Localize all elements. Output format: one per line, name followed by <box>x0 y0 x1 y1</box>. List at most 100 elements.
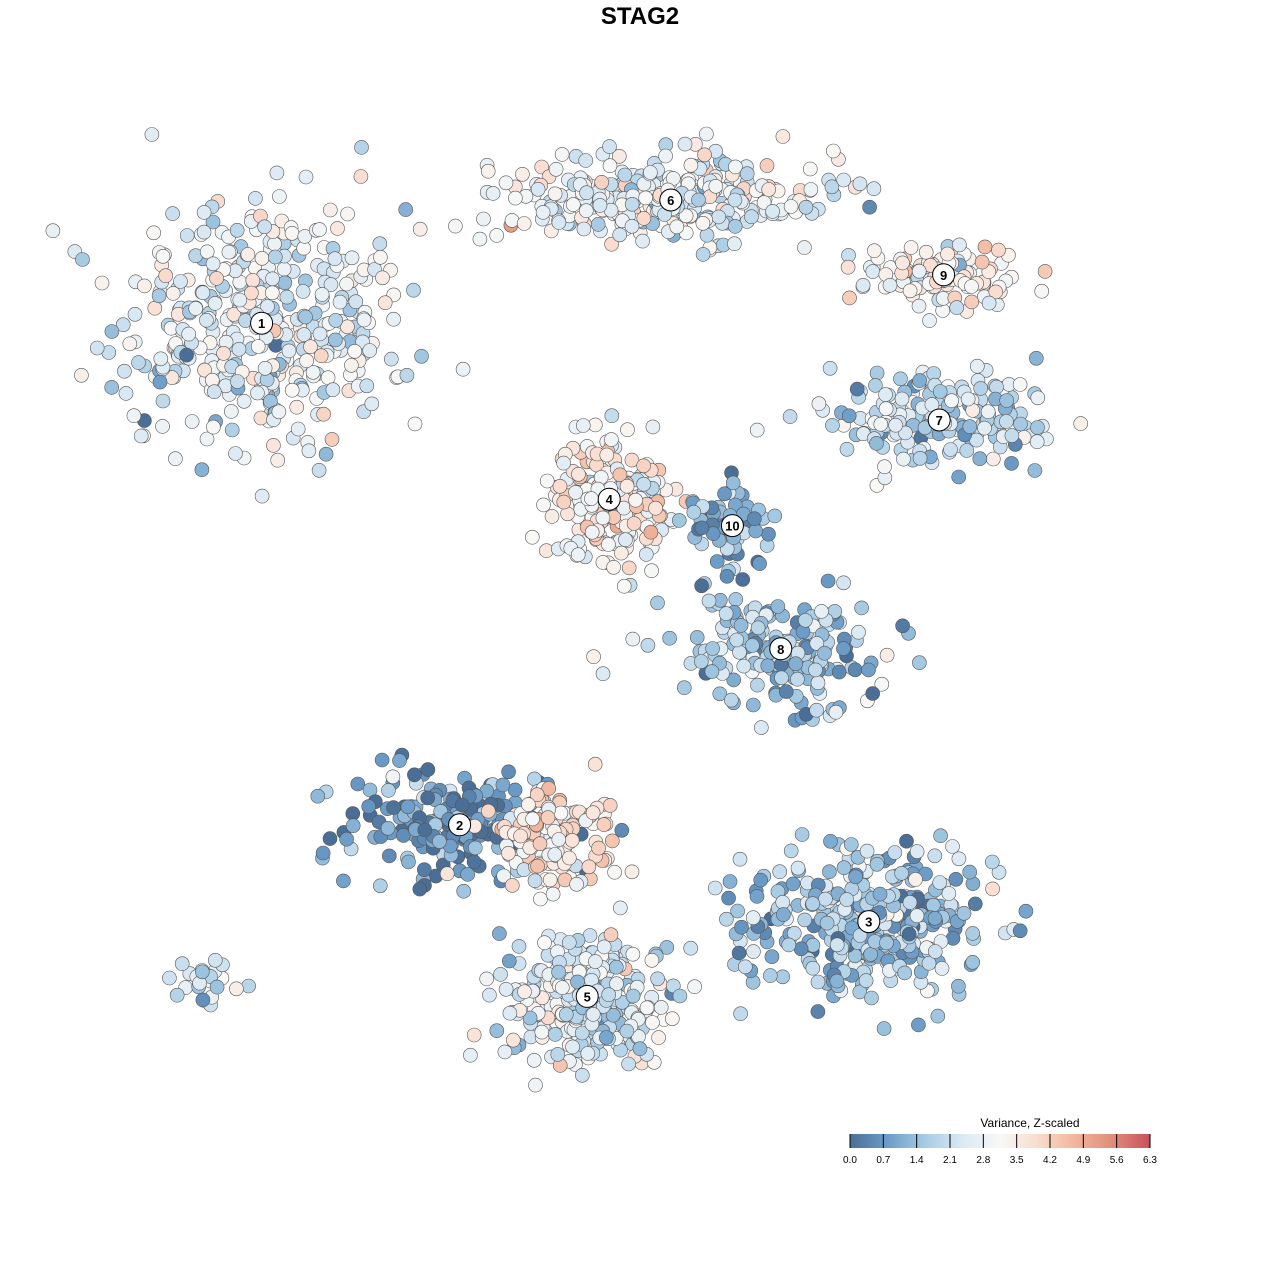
data-point <box>956 905 972 921</box>
data-point <box>625 946 641 962</box>
data-point <box>991 864 1007 880</box>
data-point <box>236 393 252 409</box>
data-point <box>612 900 628 916</box>
data-point <box>552 478 568 494</box>
data-point <box>894 391 910 407</box>
data-point <box>604 432 619 447</box>
data-point <box>869 436 884 451</box>
data-point <box>781 937 797 953</box>
data-point <box>561 850 577 866</box>
data-point <box>245 273 261 288</box>
data-point <box>492 926 507 941</box>
cluster-label-badge <box>932 263 956 287</box>
data-point <box>398 202 414 217</box>
cluster-label-text: 3 <box>865 915 872 930</box>
data-point <box>146 225 161 241</box>
data-point <box>624 864 640 880</box>
data-point <box>876 1021 892 1036</box>
data-point <box>908 872 923 887</box>
data-point <box>636 458 651 474</box>
data-point <box>951 469 967 485</box>
data-point <box>254 488 270 504</box>
data-point <box>511 939 527 954</box>
data-point <box>659 940 675 955</box>
data-point <box>619 478 635 494</box>
data-point <box>195 285 211 301</box>
data-point <box>746 944 761 959</box>
data-point <box>181 326 196 342</box>
data-point <box>554 980 570 995</box>
data-point <box>893 371 908 387</box>
data-point <box>808 662 823 678</box>
data-point <box>862 199 877 215</box>
data-point <box>558 1007 574 1022</box>
data-point <box>345 806 361 821</box>
data-point <box>621 560 637 576</box>
data-point <box>229 223 245 238</box>
data-point <box>350 776 366 792</box>
data-point <box>770 599 786 614</box>
data-point <box>977 420 992 436</box>
data-point <box>168 451 183 467</box>
data-point <box>270 452 286 468</box>
data-point <box>650 971 665 987</box>
data-point <box>372 236 388 251</box>
data-point <box>420 762 436 777</box>
data-point <box>865 686 881 701</box>
data-point <box>556 455 571 471</box>
data-point <box>839 441 855 457</box>
data-point <box>508 190 523 206</box>
data-point <box>324 432 340 447</box>
data-point <box>565 1039 580 1055</box>
data-point <box>504 878 520 893</box>
data-point <box>598 1030 614 1045</box>
data-point <box>279 289 295 305</box>
data-point <box>604 408 620 424</box>
data-point <box>984 854 1000 870</box>
data-point <box>760 658 776 674</box>
data-point <box>269 165 285 181</box>
legend-tick-label: 0.7 <box>876 1155 890 1166</box>
data-point <box>126 408 142 424</box>
data-point <box>609 976 624 992</box>
data-point <box>624 452 640 468</box>
data-point <box>153 351 169 367</box>
data-point <box>575 418 591 433</box>
data-point <box>339 831 354 847</box>
data-point <box>902 283 918 299</box>
data-point <box>89 340 105 356</box>
cluster-label-text: 10 <box>725 519 739 534</box>
data-point <box>793 941 809 957</box>
data-point <box>104 324 120 339</box>
data-point <box>272 189 287 204</box>
data-point <box>932 384 948 399</box>
data-point <box>636 211 652 226</box>
data-point <box>719 911 734 927</box>
data-point <box>194 462 210 478</box>
data-point <box>664 1011 680 1027</box>
data-point <box>476 211 491 227</box>
data-point <box>1037 264 1053 279</box>
data-point <box>297 229 313 244</box>
data-point <box>810 1004 826 1019</box>
data-point <box>406 282 421 298</box>
data-point <box>788 656 804 672</box>
data-point <box>985 451 1001 467</box>
data-point <box>858 973 874 988</box>
data-point <box>323 277 339 292</box>
data-point <box>744 209 759 224</box>
data-point <box>196 205 212 220</box>
data-point <box>765 204 780 219</box>
data-point <box>852 176 868 192</box>
data-point <box>750 677 765 693</box>
data-point <box>296 327 312 342</box>
data-point <box>547 847 563 862</box>
data-point <box>823 833 838 849</box>
data-point <box>205 214 221 230</box>
data-point <box>266 438 281 453</box>
data-point <box>526 1053 542 1068</box>
data-point <box>943 442 958 457</box>
data-point <box>974 254 990 270</box>
data-point <box>416 862 432 878</box>
data-point <box>774 670 789 686</box>
